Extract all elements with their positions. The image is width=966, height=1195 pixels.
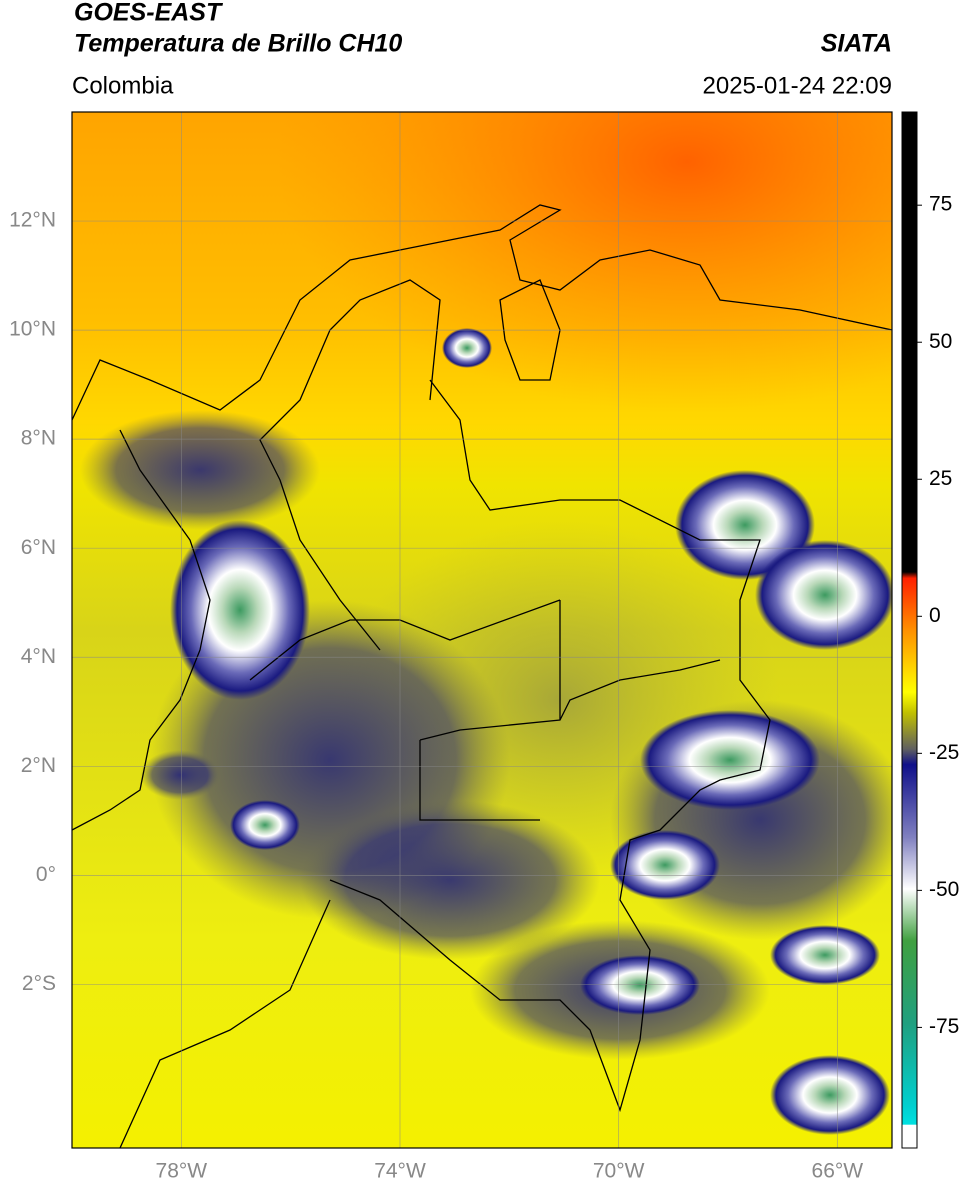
colorbar-tick-label: -25 [929, 741, 959, 764]
satellite-image [72, 112, 892, 1148]
subtitle: Temperatura de Brillo CH10 [74, 30, 402, 58]
colorbar-tick-label: 75 [929, 193, 952, 216]
colorbar-tick-label: -50 [929, 878, 959, 901]
colorbar-tick-label: 0 [929, 604, 941, 627]
lon-tick-label: 78°W [156, 1160, 208, 1183]
lat-tick-label: 6°N [21, 536, 56, 559]
map-frame [71, 111, 893, 1149]
lat-tick-label: 8°N [21, 427, 56, 450]
grid [72, 112, 892, 1148]
lat-tick-label: 2°N [21, 754, 56, 777]
lat-tick-label: 2°S [22, 972, 56, 995]
source: SIATA [821, 30, 892, 58]
lat-tick-label: 10°N [9, 318, 56, 341]
colorbar-tick-label: 25 [929, 467, 952, 490]
lon-tick-label: 66°W [812, 1160, 864, 1183]
region: Colombia [72, 72, 174, 99]
colorbar-tick-label: -75 [929, 1015, 959, 1038]
lon-tick-label: 74°W [374, 1160, 426, 1183]
colorbar-tick-label: 50 [929, 330, 952, 353]
title: GOES-EAST [74, 0, 224, 27]
lon-tick-label: 70°W [593, 1160, 645, 1183]
datetime: 2025-01-24 22:09 [703, 72, 893, 99]
lat-tick-label: 0° [36, 863, 56, 886]
colorbar [901, 111, 918, 1149]
lat-tick-label: 4°N [21, 645, 56, 668]
lat-tick-label: 12°N [9, 209, 56, 232]
